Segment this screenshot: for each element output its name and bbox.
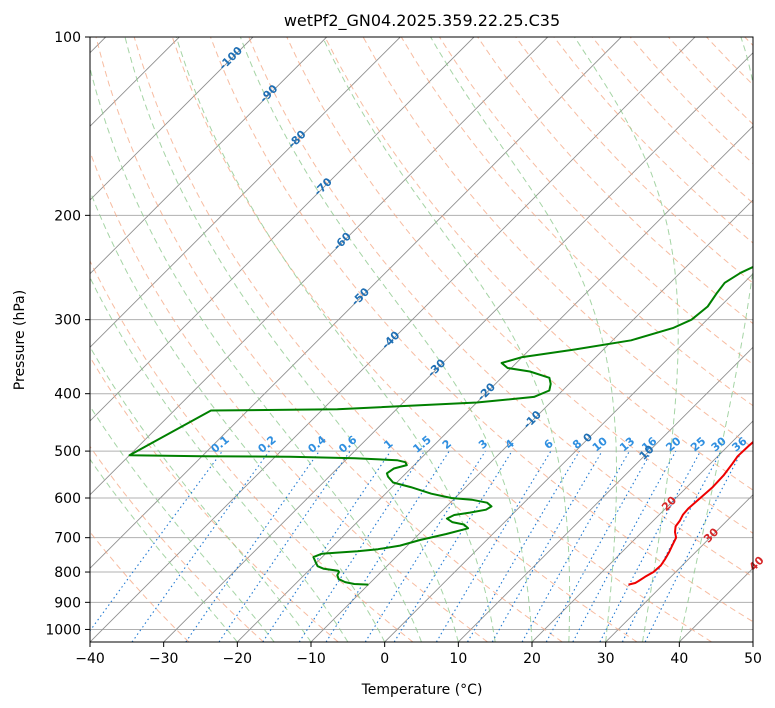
mixing-ratio-line xyxy=(262,450,392,642)
dry-adiabat-line xyxy=(171,37,712,642)
isotherm-line xyxy=(90,37,254,201)
dry-adiabat-line xyxy=(95,37,563,642)
mixing-ratio-line xyxy=(599,450,701,642)
mixing-ratio-line xyxy=(298,450,425,642)
x-tick-label: 10 xyxy=(449,651,467,667)
dewpoint-profile-line xyxy=(128,265,753,586)
moist-adiabat-line xyxy=(574,37,679,642)
isotherm-line xyxy=(531,420,753,642)
moist-adiabat-line xyxy=(90,405,275,642)
axis-layer: −40 −30 −20 −10 0 10 20 30 40 50 100 200 300 400 500 60… xyxy=(45,30,762,667)
dry-adiabat-line xyxy=(133,37,638,642)
mixing-ratio-line xyxy=(467,450,580,642)
series-layer xyxy=(128,265,753,586)
x-tick-label: −20 xyxy=(223,651,253,667)
isotherm-line xyxy=(236,125,753,642)
dry-adiabat-line xyxy=(90,445,264,642)
x-tick-label: −30 xyxy=(149,651,179,667)
isotherm-line xyxy=(384,273,753,642)
plot-frame xyxy=(89,36,754,643)
moist-adiabat-line xyxy=(90,65,422,642)
dry-adiabat-line xyxy=(210,37,753,623)
x-tick-label: 30 xyxy=(597,651,615,667)
isotherm-line xyxy=(90,37,549,496)
y-tick-label: 1000 xyxy=(45,622,81,638)
y-tick-label: 400 xyxy=(54,387,81,403)
moist-adiabat-line xyxy=(322,37,571,642)
dry-adiabat-line xyxy=(324,37,753,491)
mixing-ratio-line xyxy=(325,450,450,642)
isotherm-line xyxy=(90,37,401,348)
x-tick-label: 50 xyxy=(744,651,762,667)
moist-adiabat-line xyxy=(678,37,753,642)
moist-adiabat-line xyxy=(124,37,459,642)
y-tick-label: 700 xyxy=(54,531,81,547)
mixing-ratio-line xyxy=(218,450,351,642)
mixing-ratio-line xyxy=(364,450,486,642)
isotherm-line xyxy=(605,494,753,642)
x-axis-label: Temperature (°C) xyxy=(361,682,483,698)
temperature-profile-line xyxy=(628,440,753,586)
chart-title: wetPf2_GN04.2025.359.22.25.C35 xyxy=(284,11,560,31)
dry-adiabat-line xyxy=(90,259,414,642)
moist-adiabat-line xyxy=(90,458,238,642)
moist-adiabat-line xyxy=(430,37,617,642)
mixing-ratio-line xyxy=(435,450,552,642)
isotherm-line xyxy=(457,346,753,642)
mixing-ratio-line xyxy=(185,450,320,642)
isotherm-line xyxy=(90,37,328,275)
x-tick-label: 0 xyxy=(380,651,389,667)
moist-adiabat-line xyxy=(90,189,386,642)
x-tick-label: −10 xyxy=(296,651,326,667)
x-tick-label: 20 xyxy=(523,651,541,667)
y-tick-label: 900 xyxy=(54,595,81,611)
x-tick-label: 40 xyxy=(670,651,688,667)
y-axis-label: Pressure (hPa) xyxy=(12,290,28,390)
y-tick-label: 600 xyxy=(54,491,81,507)
dry-adiabat-line xyxy=(515,37,753,284)
y-tick-label: 100 xyxy=(54,30,81,46)
y-tick-label: 800 xyxy=(54,565,81,581)
mixing-ratio-line xyxy=(572,450,677,642)
dry-adiabat-line xyxy=(286,37,753,534)
y-tick-label: 300 xyxy=(54,313,81,329)
moist-adiabat-line xyxy=(239,37,533,642)
isotherm-line xyxy=(90,37,622,569)
x-tick-label: −40 xyxy=(75,651,105,667)
y-tick-label: 200 xyxy=(54,208,81,224)
moist-adiabat-layer xyxy=(90,37,753,642)
mixing-ratio-line xyxy=(393,450,513,642)
moist-adiabat-line xyxy=(90,276,349,642)
mixing-ratio-layer xyxy=(90,450,743,642)
dry-adiabat-line xyxy=(248,37,753,578)
isotherm-line xyxy=(90,37,475,422)
isotherm-line xyxy=(163,52,753,642)
y-tick-label: 500 xyxy=(54,444,81,460)
moist-adiabat-line xyxy=(175,37,496,642)
moist-adiabat-line xyxy=(90,345,312,642)
